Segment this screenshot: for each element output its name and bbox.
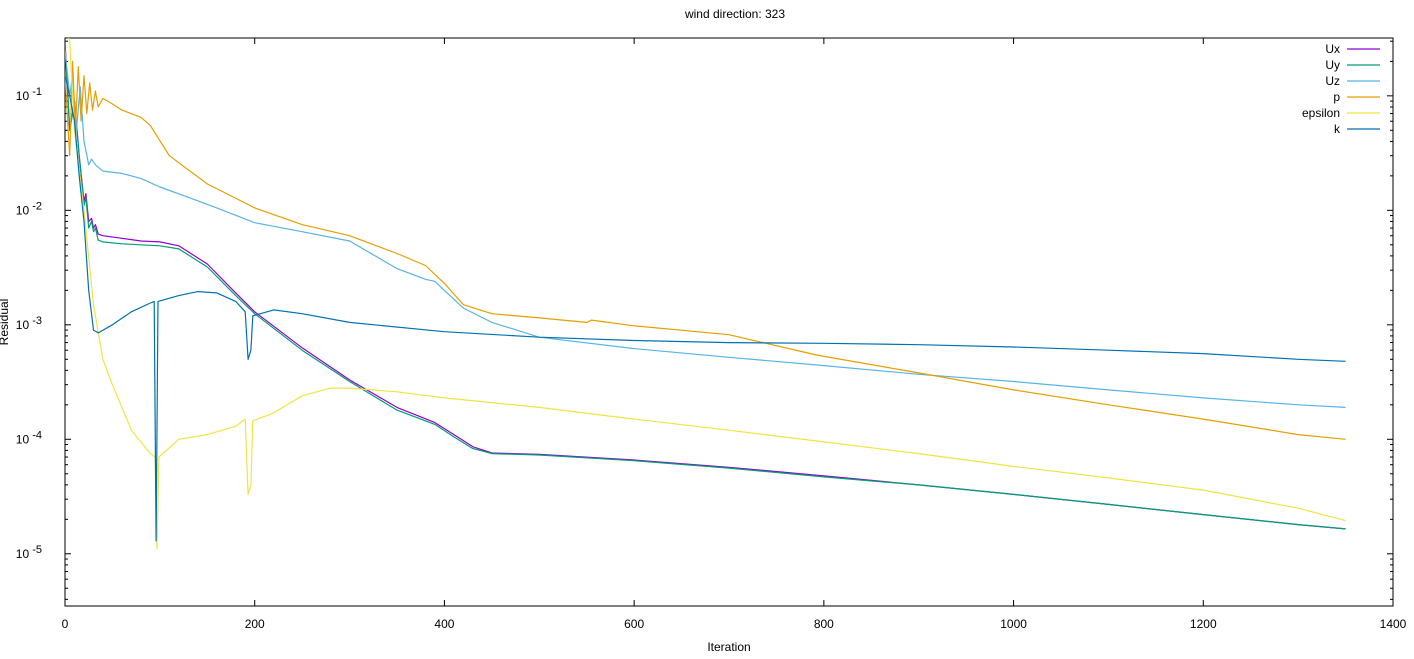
x-axis-title: Iteration	[707, 640, 750, 654]
series-line-p	[65, 60, 1346, 440]
series-line-epsilon	[68, 38, 1346, 550]
legend-label-epsilon: epsilon	[1302, 106, 1340, 120]
y-tick-label: 10 -3	[16, 315, 42, 332]
chart-title: wind direction: 323	[684, 7, 785, 21]
legend-label-p: p	[1333, 90, 1340, 104]
x-tick-label: 1200	[1190, 617, 1217, 631]
y-tick-label: 10 -4	[16, 429, 42, 446]
x-tick-label: 1000	[1000, 617, 1027, 631]
legend-label-k: k	[1334, 122, 1341, 136]
legend-label-Uz: Uz	[1325, 74, 1340, 88]
y-axis-title: Residual	[0, 299, 11, 346]
x-tick-label: 1400	[1380, 617, 1407, 631]
series-line-Uy	[65, 44, 1346, 530]
y-tick-label: 10 -5	[16, 544, 42, 561]
plot-frame	[64, 37, 1394, 607]
x-tick-label: 200	[245, 617, 265, 631]
y-tick-label: 10 -1	[16, 86, 42, 103]
legend: Ux Uy Uz p epsilon k	[1302, 42, 1380, 136]
series-line-Ux	[65, 41, 1346, 530]
x-tick-label: 400	[434, 617, 454, 631]
legend-label-Uy: Uy	[1325, 58, 1340, 72]
legend-label-Ux: Ux	[1325, 42, 1340, 56]
x-tick-label: 600	[624, 617, 644, 631]
x-axis: 0 200 400 600 800 1000 1200 1400	[62, 38, 1407, 631]
series-line-Uz	[65, 50, 1346, 408]
y-axis: 10 -1 10 -2 10 -3 10 -4 10 -5	[16, 40, 1393, 600]
x-tick-label: 0	[62, 617, 69, 631]
x-tick-label: 800	[814, 617, 834, 631]
series-line-k	[65, 75, 1346, 542]
y-tick-label: 10 -2	[16, 200, 42, 217]
series-lines	[65, 38, 1346, 550]
